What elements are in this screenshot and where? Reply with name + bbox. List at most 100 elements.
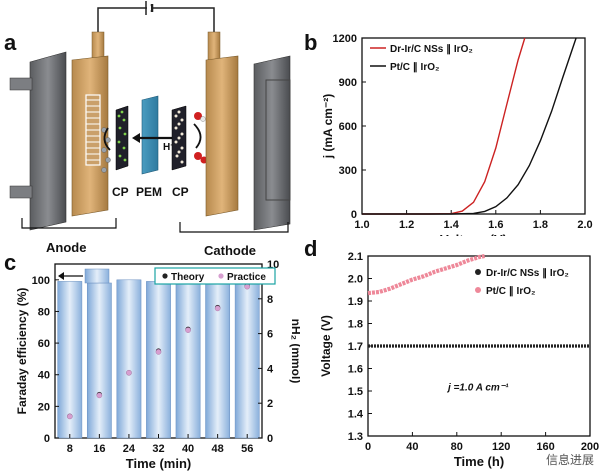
cathode-end-plate: [253, 55, 291, 231]
series-line-1: [362, 37, 577, 215]
x-tick-label: 1.2: [399, 219, 414, 231]
y-tick-label: 900: [339, 77, 357, 89]
practice-point: [126, 369, 132, 376]
x-tick-label: 120: [492, 441, 510, 453]
x-tick-label: 40: [406, 441, 418, 453]
x-tick-label: 80: [451, 441, 463, 453]
x-tick-label: 8: [67, 443, 73, 455]
proton-label: H⁺: [163, 142, 176, 153]
x-tick-label: 1.0: [354, 219, 369, 231]
practice-point: [96, 392, 103, 399]
y-tick-label: 1200: [333, 33, 357, 45]
x-tick-label: 24: [123, 443, 136, 455]
x-tick-label: 16: [93, 443, 105, 455]
y-tick-label: 2.1: [348, 251, 363, 263]
current-density-annotation: j =1.0 A cm⁻¹: [446, 383, 509, 394]
y-tick-label: 100: [32, 275, 50, 287]
y-right-tick-label: 0: [267, 433, 273, 445]
y-tick-label: 0: [44, 433, 50, 445]
practice-point: [244, 283, 251, 290]
y-tick-label: 1.4: [348, 409, 364, 421]
chart-d-stability: 0 40 80 120 160 200 1.3 1.4 1.5 1.6 1.7 1.8 1.9 2.0 2.…: [319, 251, 599, 469]
y-tick-label: 1.8: [348, 319, 363, 331]
fe-bar: [116, 279, 142, 439]
y-tick-label: 1.6: [348, 364, 363, 376]
panel-label-d: d: [304, 236, 318, 261]
y-tick-label: 1.3: [348, 431, 363, 443]
y-right-axis-label: nH₂ (mmol): [289, 319, 300, 384]
panel-label-c: c: [4, 250, 17, 275]
y-tick-label: 60: [38, 338, 50, 350]
cathode-bracket: [179, 222, 289, 233]
anode-reaction-arrow: [103, 127, 111, 151]
x-tick-label: 200: [581, 441, 599, 453]
legend-arrow-head: [58, 272, 64, 280]
legend-theory-label: Theory: [171, 272, 205, 283]
label-pem: PEM: [136, 185, 162, 199]
battery-icon: [145, 1, 154, 15]
legend-marker-0: [475, 269, 481, 275]
x-axis-label: Voltage (V): [440, 232, 507, 236]
y-right-tick-label: 8: [267, 294, 273, 306]
x-tick-label: 1.8: [533, 219, 548, 231]
label-cp-right: CP: [172, 185, 189, 199]
legend-label-0: Dr-Ir/C NSs ∥ IrO₂: [390, 44, 473, 55]
x-tick-label: 2.0: [577, 219, 592, 231]
y-tick-label: 80: [38, 306, 50, 318]
x-tick-label: 32: [152, 443, 164, 455]
x-tick-label: 40: [182, 443, 194, 455]
legend-bar-swatch: [84, 268, 110, 284]
x-tick-label: 0: [365, 441, 371, 453]
legend-marker-1: [475, 287, 481, 293]
anode-end-plate: [29, 51, 67, 231]
y-axis-label: Faraday efficiency (%): [15, 288, 29, 415]
series-line-1: [367, 253, 486, 296]
legend-practice-marker: [218, 273, 224, 279]
pem-membrane: [141, 95, 159, 175]
x-tick-label: 56: [241, 443, 253, 455]
x-tick-label: 1.6: [488, 219, 503, 231]
series-line-0: [362, 37, 526, 215]
fe-bar: [86, 282, 112, 439]
y-tick-label: 1.5: [348, 386, 363, 398]
x-tick-label: 160: [536, 441, 554, 453]
cathode-reaction-arrow: [193, 123, 202, 149]
practice-point: [214, 305, 221, 312]
watermark: 信息进展: [545, 453, 594, 467]
fe-bar: [175, 281, 201, 439]
practice-point: [185, 327, 191, 333]
label-cp-left: CP: [112, 185, 129, 199]
x-tick-label: 1.4: [444, 219, 460, 231]
panel-label-b: b: [304, 30, 318, 55]
x-axis-label: Time (h): [454, 454, 504, 469]
practice-point: [66, 413, 73, 420]
legend-label-1: Pt/C ∥ IrO₂: [390, 62, 439, 73]
y-right-tick-label: 6: [267, 329, 273, 341]
anode-bracket: [21, 218, 117, 229]
label-anode: Anode: [46, 240, 86, 255]
y-right-tick-label: 4: [267, 363, 274, 375]
legend-practice-label: Practice: [227, 272, 266, 283]
x-axis-label: Time (min): [126, 456, 192, 471]
y-tick-label: 1.7: [348, 341, 363, 353]
x-tick-label: 48: [212, 443, 224, 455]
y-tick-label: 0: [351, 209, 357, 221]
legend-box: [154, 267, 276, 285]
fe-bar: [234, 281, 260, 439]
anode-tab: [91, 31, 105, 61]
legend-theory-marker: [162, 273, 168, 279]
legend-label-0: Dr-Ir/C NSs ∥ IrO₂: [486, 268, 569, 279]
legend-label-1: Pt/C ∥ IrO₂: [486, 286, 535, 297]
chart-b-polarization: 1.0 1.2 1.4 1.6 1.8 2.0 0 300 600 900 1200 Voltage …: [321, 33, 593, 236]
cathode-flow-plate: [205, 55, 239, 217]
y-axis-label: j (mA cm⁻²): [321, 94, 335, 160]
fe-bar: [205, 281, 231, 439]
anode-carbon-paper: [115, 105, 129, 171]
practice-point: [155, 349, 162, 355]
cathode-tab: [207, 31, 221, 61]
y-axis-label: Voltage (V): [319, 315, 333, 377]
y-tick-label: 2.0: [348, 274, 363, 286]
circuit-wire: [97, 7, 215, 36]
y-tick-label: 40: [38, 370, 50, 382]
